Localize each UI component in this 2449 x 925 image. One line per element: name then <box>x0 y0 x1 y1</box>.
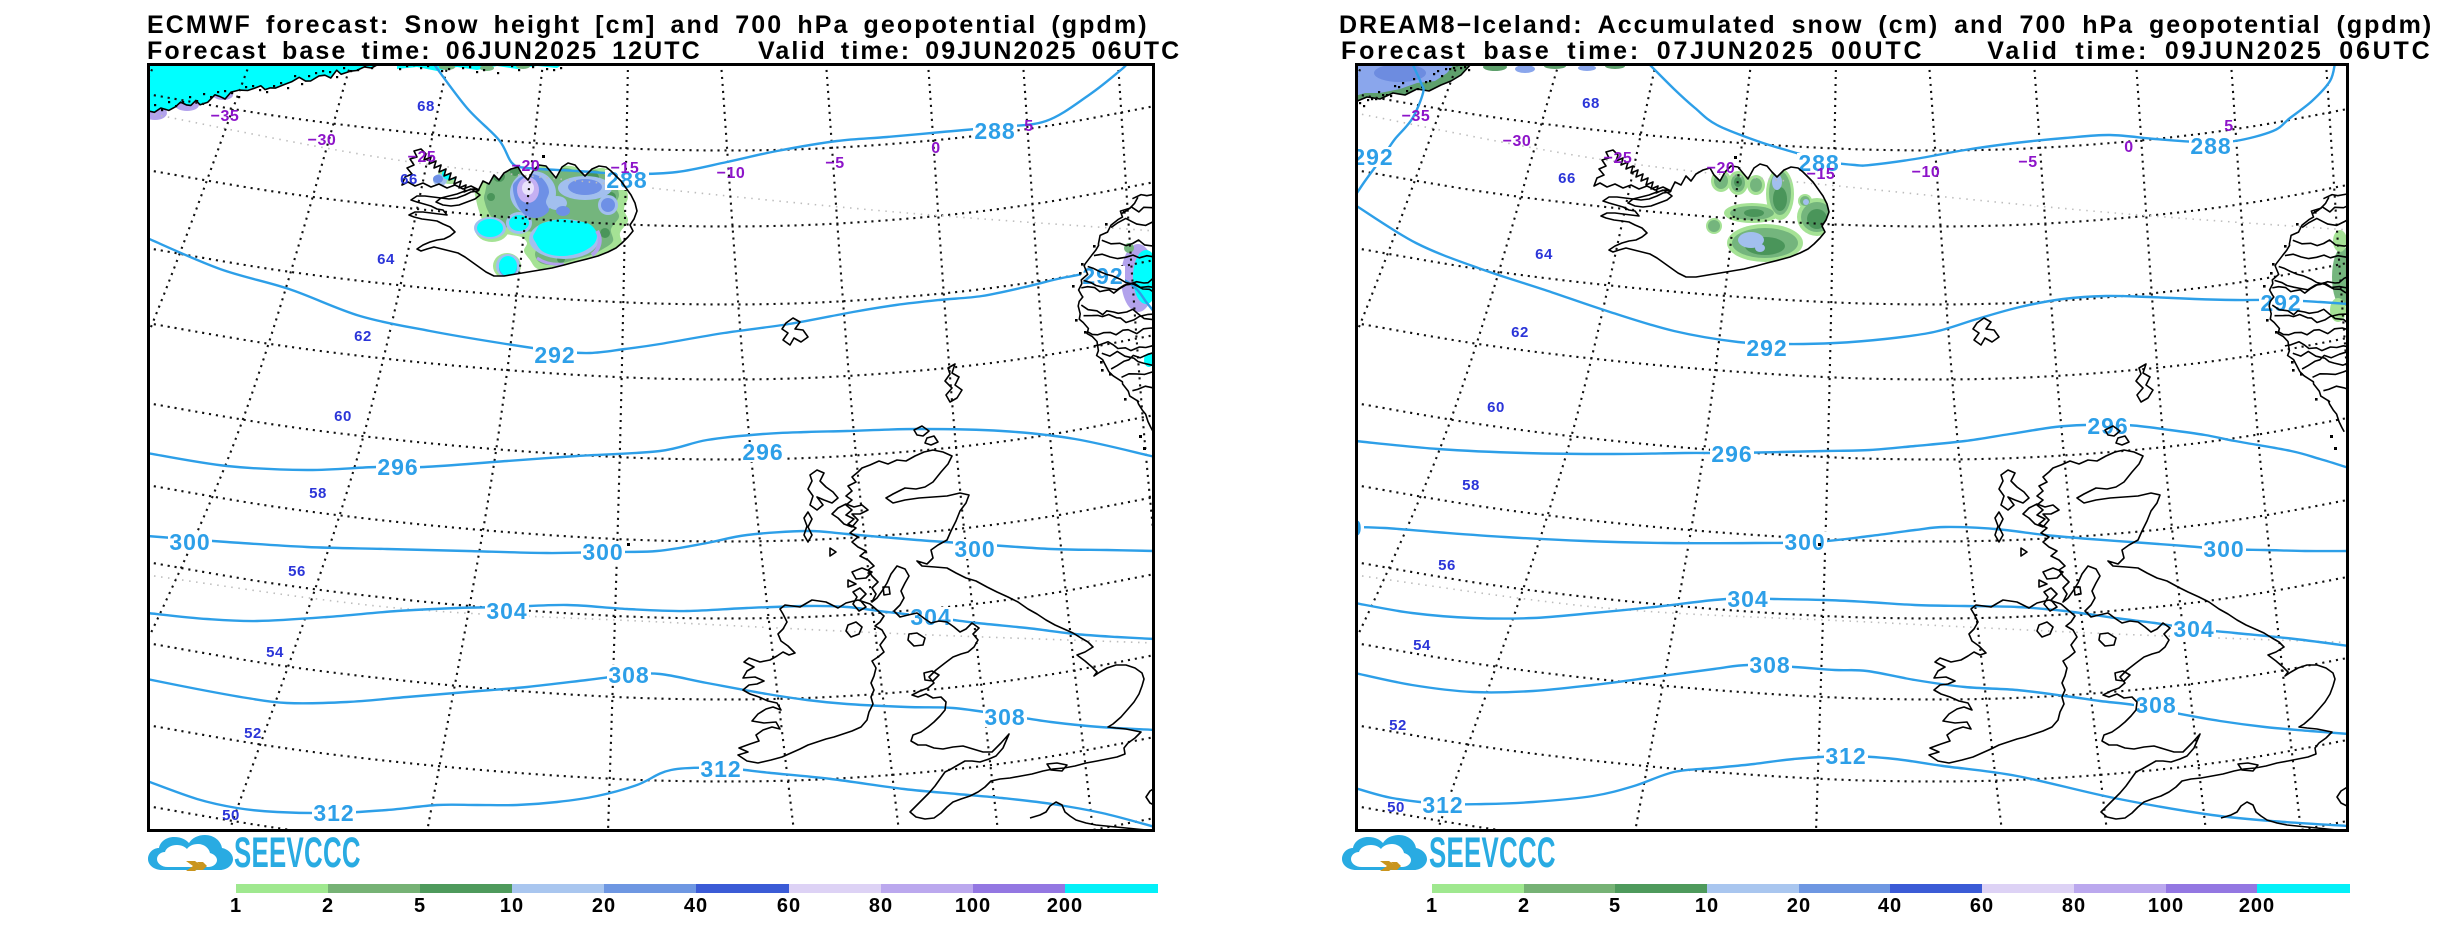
svg-text:300: 300 <box>169 529 210 555</box>
svg-text:68: 68 <box>1582 95 1600 112</box>
svg-text:312: 312 <box>313 800 354 826</box>
svg-text:−15: −15 <box>1807 166 1836 183</box>
svg-text:66: 66 <box>1558 170 1576 187</box>
svg-text:−30: −30 <box>308 132 337 149</box>
svg-text:−5: −5 <box>825 155 844 172</box>
svg-text:−15: −15 <box>611 160 640 177</box>
svg-text:60: 60 <box>334 408 352 425</box>
svg-text:−35: −35 <box>211 108 240 125</box>
svg-text:296: 296 <box>742 439 783 465</box>
svg-text:300: 300 <box>1784 529 1825 555</box>
svg-text:304: 304 <box>910 604 951 630</box>
svg-text:52: 52 <box>1389 717 1407 734</box>
svg-text:308: 308 <box>2135 692 2176 718</box>
svg-text:58: 58 <box>1462 477 1480 494</box>
svg-text:62: 62 <box>354 328 372 345</box>
svg-text:288: 288 <box>2190 133 2231 159</box>
svg-text:304: 304 <box>486 598 527 624</box>
svg-text:312: 312 <box>1422 792 1463 818</box>
svg-text:64: 64 <box>1535 246 1553 263</box>
svg-text:292: 292 <box>1355 144 1394 170</box>
svg-text:54: 54 <box>1413 637 1431 654</box>
svg-text:64: 64 <box>377 251 395 268</box>
svg-text:−10: −10 <box>1912 164 1941 181</box>
svg-text:0: 0 <box>931 140 940 157</box>
svg-text:−35: −35 <box>1402 108 1431 125</box>
svg-text:−25: −25 <box>1604 150 1633 167</box>
svg-text:−10: −10 <box>717 165 746 182</box>
svg-text:308: 308 <box>984 704 1025 730</box>
svg-text:296: 296 <box>1711 441 1752 467</box>
svg-text:304: 304 <box>2173 616 2214 642</box>
svg-text:304: 304 <box>1727 586 1768 612</box>
svg-text:56: 56 <box>1438 557 1456 574</box>
svg-text:300: 300 <box>1355 515 1363 541</box>
svg-text:300: 300 <box>2203 536 2244 562</box>
svg-text:−30: −30 <box>1503 133 1532 150</box>
svg-text:300: 300 <box>954 536 995 562</box>
svg-text:292: 292 <box>1746 335 1787 361</box>
svg-text:308: 308 <box>1749 652 1790 678</box>
svg-text:312: 312 <box>1825 743 1866 769</box>
svg-text:50: 50 <box>1387 799 1405 816</box>
svg-text:54: 54 <box>266 644 284 661</box>
svg-text:66: 66 <box>400 171 418 188</box>
svg-text:68: 68 <box>417 98 435 115</box>
svg-text:300: 300 <box>582 539 623 565</box>
svg-text:52: 52 <box>244 725 262 742</box>
svg-text:288: 288 <box>1798 150 1839 176</box>
svg-text:288: 288 <box>974 118 1015 144</box>
svg-text:296: 296 <box>377 454 418 480</box>
svg-text:312: 312 <box>700 756 741 782</box>
svg-text:−20: −20 <box>512 158 541 175</box>
svg-text:308: 308 <box>608 662 649 688</box>
svg-text:5: 5 <box>1024 118 1033 135</box>
svg-text:58: 58 <box>309 485 327 502</box>
svg-text:−5: −5 <box>2018 154 2037 171</box>
svg-text:−25: −25 <box>408 149 437 166</box>
svg-text:292: 292 <box>534 342 575 368</box>
svg-text:60: 60 <box>1487 399 1505 416</box>
svg-text:62: 62 <box>1511 324 1529 341</box>
svg-text:0: 0 <box>2124 139 2133 156</box>
svg-text:292: 292 <box>2260 290 2301 316</box>
svg-text:5: 5 <box>2224 118 2233 135</box>
svg-text:−20: −20 <box>1707 160 1736 177</box>
svg-text:56: 56 <box>288 563 306 580</box>
svg-text:50: 50 <box>222 807 240 824</box>
